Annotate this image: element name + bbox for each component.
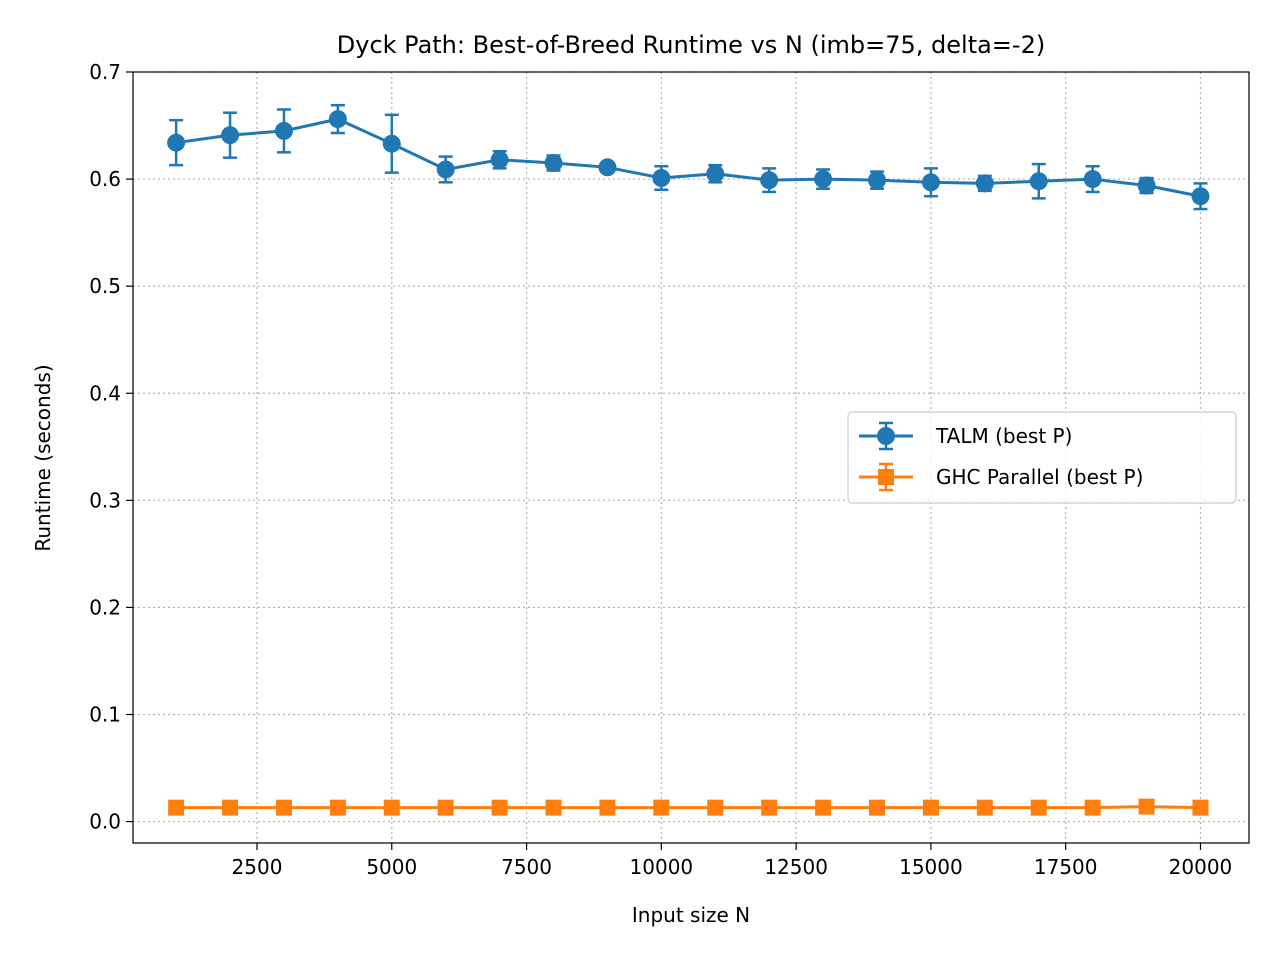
data-point	[167, 133, 186, 152]
data-point	[922, 799, 939, 816]
y-tick-label: 0.7	[89, 60, 121, 84]
data-point	[274, 121, 293, 140]
data-point	[921, 173, 940, 192]
data-point	[706, 164, 725, 183]
x-axis-label: Input size N	[632, 903, 750, 927]
data-point	[436, 160, 455, 179]
data-point	[975, 174, 994, 193]
plot-frame	[132, 71, 1250, 844]
data-point	[545, 799, 562, 816]
y-tick-label: 0.0	[89, 810, 121, 834]
series-layer	[167, 103, 1210, 816]
y-tick-label: 0.6	[89, 167, 121, 191]
data-point	[329, 799, 346, 816]
data-point	[221, 126, 240, 145]
legend-swatch-marker	[877, 427, 895, 445]
data-point	[976, 799, 993, 816]
y-tick-label: 0.2	[89, 595, 121, 619]
series-talm	[167, 103, 1210, 211]
x-tick-label: 17500	[1034, 855, 1098, 879]
legend-label: GHC Parallel (best P)	[936, 465, 1143, 489]
x-tick-label: 10000	[630, 855, 694, 879]
x-tick-label: 5000	[366, 855, 417, 879]
series-ghc-parallel	[168, 798, 1209, 816]
data-point	[437, 799, 454, 816]
data-point	[1083, 170, 1102, 189]
x-tick-label: 7500	[501, 855, 552, 879]
data-point	[598, 158, 617, 177]
data-point	[1137, 176, 1156, 195]
chart-title: Dyck Path: Best-of-Breed Runtime vs N (i…	[337, 31, 1045, 59]
legend[interactable]: TALM (best P) GHC Parallel (best P)	[847, 411, 1237, 504]
data-point	[1192, 799, 1209, 816]
x-axis: 2500 5000 7500 10000 12500 15000 17500 20000	[232, 843, 1233, 879]
legend-swatch-marker	[878, 469, 894, 485]
y-tick-label: 0.5	[89, 274, 121, 298]
data-point	[869, 799, 885, 816]
x-tick-label: 12500	[764, 855, 828, 879]
data-point	[761, 799, 778, 816]
x-tick-label: 20000	[1169, 855, 1233, 879]
data-point	[760, 171, 779, 190]
data-point	[490, 150, 509, 169]
series-line	[176, 805, 1201, 810]
y-tick-label: 0.3	[89, 488, 121, 512]
data-point	[652, 169, 671, 188]
data-point	[868, 171, 886, 190]
data-point	[653, 799, 670, 816]
legend-item[interactable]: TALM (best P)	[859, 421, 1072, 451]
data-point	[814, 170, 833, 189]
data-point	[1191, 187, 1210, 206]
y-axis-label: Runtime (seconds)	[31, 364, 55, 551]
data-point	[383, 799, 400, 816]
data-point	[1138, 798, 1155, 815]
y-tick-label: 0.1	[89, 703, 121, 727]
x-tick-label: 2500	[232, 855, 283, 879]
legend-item[interactable]: GHC Parallel (best P)	[859, 462, 1143, 492]
data-point	[275, 799, 292, 816]
legend-label: TALM (best P)	[935, 424, 1072, 448]
data-point	[815, 799, 832, 816]
data-point	[1084, 799, 1101, 816]
data-point	[1030, 799, 1047, 816]
data-point	[599, 799, 616, 816]
data-point	[544, 154, 563, 173]
data-point	[328, 110, 347, 129]
legend-box	[847, 411, 1237, 504]
data-point	[382, 134, 401, 153]
data-point	[168, 799, 185, 816]
data-point	[707, 799, 724, 816]
data-point	[222, 799, 239, 816]
data-point	[491, 799, 508, 816]
y-axis: 0.0 0.1 0.2 0.3 0.4 0.5 0.6 0.7	[89, 60, 133, 834]
data-point	[1029, 172, 1048, 191]
x-tick-label: 15000	[899, 855, 963, 879]
y-tick-label: 0.4	[89, 381, 121, 405]
